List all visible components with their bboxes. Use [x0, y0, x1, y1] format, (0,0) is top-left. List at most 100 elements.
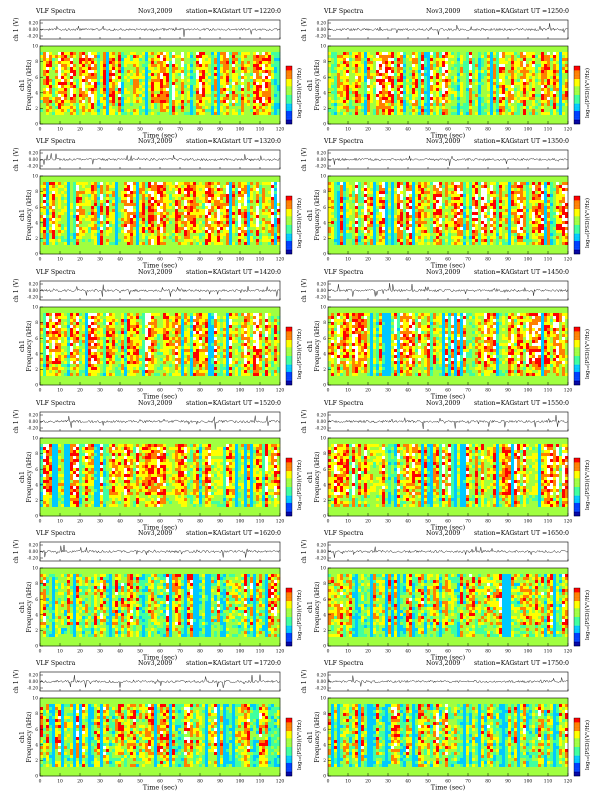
spectrogram-cell [439, 55, 443, 59]
spectrogram-xtick-label: 60 [157, 128, 163, 133]
spectrogram-cell [529, 82, 533, 86]
spectrogram-cell [112, 46, 116, 50]
spectrogram-cell [151, 100, 155, 104]
spectrogram-cell [214, 97, 218, 101]
spectrogram-cell [142, 97, 146, 101]
spectrogram-cell [403, 100, 407, 104]
spectrogram-cell [391, 88, 395, 92]
spectrogram-cell [523, 46, 527, 50]
spectrogram-cell [130, 85, 134, 89]
spectrogram-cell [352, 121, 356, 125]
spectrogram-cell [355, 46, 359, 50]
spectrogram-cell [361, 85, 365, 89]
spectrogram-cell [70, 103, 74, 107]
spectrogram-cell [199, 79, 203, 83]
spectrogram-cell [100, 67, 104, 71]
spectrogram-cell [55, 212, 59, 216]
spectrogram-cell [121, 121, 125, 125]
spectrogram-cell [355, 118, 359, 122]
spectrogram-cell [160, 112, 164, 116]
spectrogram-cell [52, 70, 56, 74]
spectrogram-cell [349, 91, 353, 95]
spectrogram-cell [154, 73, 158, 77]
spectrogram-cell [58, 88, 62, 92]
spectrogram-cell [238, 58, 242, 62]
spectrogram-cell [55, 236, 59, 240]
spectrogram-cell [91, 194, 95, 198]
spectrogram-cell [391, 61, 395, 65]
spectrogram-cell [370, 58, 374, 62]
spectrogram-cell [352, 112, 356, 116]
spectrogram-cell [490, 61, 494, 65]
spectrogram-cell [226, 109, 230, 113]
spectrogram-cell [205, 115, 209, 119]
spectrogram-cell [67, 64, 71, 68]
spectrogram-cell [70, 242, 74, 246]
spectrogram-cell [484, 112, 488, 116]
spectrogram-cell [127, 88, 131, 92]
spectrogram-cell [496, 118, 500, 122]
spectrogram-cell [91, 46, 95, 50]
spectrogram-cell [61, 245, 65, 249]
spectrogram-ytick-label: 2 [35, 107, 38, 112]
spectrogram-cell [73, 46, 77, 50]
spectrogram-cell [352, 58, 356, 62]
spectrogram-cell [427, 79, 431, 83]
spectrogram-cell [91, 197, 95, 201]
spectrogram-cell [472, 55, 476, 59]
spectrogram-cell [115, 52, 119, 56]
spectrogram-cell [493, 52, 497, 56]
colorbar-segment [286, 118, 292, 120]
spectrogram-cell [349, 49, 353, 53]
spectrogram-cell [268, 64, 272, 68]
spectrogram-cell [448, 46, 452, 50]
spectrogram-cell [535, 109, 539, 113]
spectrogram-cell [73, 94, 77, 98]
spectrogram-cell [517, 46, 521, 50]
spectrogram-cell [208, 55, 212, 59]
spectrogram-cell [505, 61, 509, 65]
spectrogram-cell [46, 103, 50, 107]
spectrogram-cell [82, 121, 86, 125]
spectrogram-cell [124, 61, 128, 65]
spectrogram-cell [496, 94, 500, 98]
spectrogram-cell [232, 79, 236, 83]
colorbar-segment [574, 68, 580, 71]
spectrogram-cell [523, 106, 527, 110]
spectrogram-cell [553, 67, 557, 71]
spectrogram-cell [88, 118, 92, 122]
spectrogram-cell [445, 76, 449, 80]
spectrogram-cell [346, 118, 350, 122]
spectrogram-cell [151, 52, 155, 56]
spectrogram-cell [91, 215, 95, 219]
timeseries-ytick-label: 0.20 [29, 151, 39, 156]
spectrogram-cell [64, 118, 68, 122]
spectrogram-cell [388, 52, 392, 56]
spectrogram-cell [337, 106, 341, 110]
colorbar-segment [574, 67, 580, 70]
spectrogram-cell [40, 55, 44, 59]
spectrogram-cell [397, 100, 401, 104]
spectrogram-cell [91, 70, 95, 74]
spectrogram-cell [133, 58, 137, 62]
spectrogram-cell [241, 82, 245, 86]
spectrogram-cell [211, 109, 215, 113]
spectrogram-cell [55, 76, 59, 80]
spectrogram-cell [88, 94, 92, 98]
spectrogram-cell [367, 64, 371, 68]
spectrogram-cell [337, 61, 341, 65]
spectrogram-cell [79, 76, 83, 80]
spectrogram-cell [157, 97, 161, 101]
spectrogram-cell [376, 112, 380, 116]
spectrogram-cell [505, 85, 509, 89]
spectrogram-cell [223, 76, 227, 80]
spectrogram-cell [64, 182, 68, 186]
spectrogram-cell [115, 88, 119, 92]
spectrogram-cell [565, 58, 569, 62]
spectrogram-cell [67, 106, 71, 110]
spectrogram-cell [169, 103, 173, 107]
spectrogram-cell [58, 70, 62, 74]
spectrogram-cell [232, 55, 236, 59]
spectrogram-cell [91, 91, 95, 95]
spectrogram-cell [352, 73, 356, 77]
